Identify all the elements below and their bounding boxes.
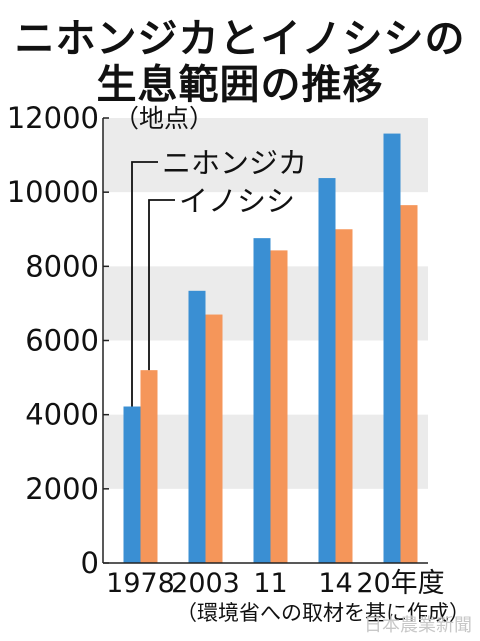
x-tick-label: 20年度 [356, 568, 444, 599]
bar-series1 [383, 133, 401, 563]
legend-leader-line [131, 161, 158, 407]
legend-leader-line [148, 199, 175, 371]
y-tick-label: 2000 [25, 472, 99, 506]
source-note: （環境省への取材を基に作成） [176, 601, 470, 625]
watermark: 日本農業新聞 [364, 615, 472, 636]
bar-series2 [205, 314, 223, 563]
y-tick-label: 12000 [7, 101, 99, 135]
bar-series2 [270, 250, 288, 563]
chart-title-line2: 生息範囲の推移 [96, 62, 384, 108]
chart-title-line1: ニホンジカとイノシシの [14, 16, 466, 62]
bar-series2 [140, 370, 158, 563]
x-tick-label: 11 [253, 568, 287, 599]
bar-series2 [335, 229, 353, 563]
bar-series2 [400, 205, 418, 564]
y-tick-label: 4000 [25, 398, 99, 432]
x-tick-label: 14 [318, 568, 352, 599]
x-tick-label: 2003 [171, 568, 240, 599]
bar-series1 [318, 178, 336, 563]
y-axis-label: （地点） [114, 104, 214, 133]
y-tick-label: 6000 [25, 324, 99, 358]
bar-series1 [253, 238, 271, 563]
grid-band [103, 118, 428, 193]
bar-series1 [188, 290, 206, 563]
y-tick-label: 10000 [7, 175, 99, 209]
legend-label: ニホンジカ [162, 146, 307, 180]
legend-label: イノシシ [179, 184, 295, 218]
x-tick-label: 1978 [106, 568, 175, 599]
bar-series1 [123, 406, 141, 563]
y-tick-label: 8000 [25, 249, 99, 283]
y-tick-label: 0 [81, 546, 99, 580]
